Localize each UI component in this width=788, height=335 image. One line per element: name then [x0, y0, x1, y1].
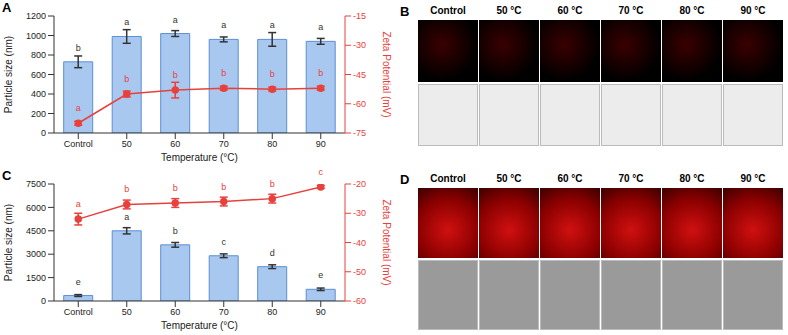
- svg-text:a: a: [124, 212, 129, 222]
- svg-text:1000: 1000: [26, 31, 46, 41]
- svg-text:e: e: [76, 277, 81, 287]
- svg-text:b: b: [124, 184, 129, 194]
- svg-text:90: 90: [316, 139, 326, 149]
- svg-text:d: d: [270, 248, 275, 258]
- svg-text:70: 70: [219, 307, 229, 317]
- svg-text:c: c: [221, 237, 226, 247]
- html-text:50 °C: 50 °C: [496, 173, 522, 184]
- svg-text:Control: Control: [64, 307, 93, 317]
- svg-text:b: b: [173, 226, 178, 236]
- svg-text:Temperature (°C): Temperature (°C): [161, 152, 238, 163]
- svg-text:a: a: [76, 199, 81, 209]
- svg-text:-40: -40: [353, 238, 366, 248]
- svg-text:b: b: [221, 68, 226, 78]
- svg-text:200: 200: [31, 109, 46, 119]
- svg-text:b: b: [76, 43, 81, 53]
- svg-text:-20: -20: [353, 179, 366, 189]
- svg-text:Temperature (°C): Temperature (°C): [161, 320, 238, 331]
- svg-text:Zeta Potential (mV): Zeta Potential (mV): [381, 199, 392, 285]
- html-text:D: D: [400, 172, 410, 187]
- svg-text:-45: -45: [353, 70, 366, 80]
- svg-text:60: 60: [170, 307, 180, 317]
- svg-text:e: e: [318, 270, 323, 280]
- html-text:Control: Control: [430, 5, 466, 16]
- svg-text:a: a: [173, 15, 178, 25]
- svg-text:1200: 1200: [26, 11, 46, 21]
- html-text:Control: Control: [430, 173, 466, 184]
- html-text:60 °C: 60 °C: [557, 173, 583, 184]
- html-text:80 °C: 80 °C: [679, 173, 705, 184]
- svg-text:Control: Control: [64, 139, 93, 149]
- svg-text:-75: -75: [353, 128, 366, 138]
- svg-text:c: c: [319, 168, 324, 177]
- svg-text:50: 50: [122, 307, 132, 317]
- html-text:60 °C: 60 °C: [557, 5, 583, 16]
- svg-text:0: 0: [41, 296, 46, 306]
- html-text:90 °C: 90 °C: [740, 5, 766, 16]
- svg-text:Particle size (nm): Particle size (nm): [3, 36, 14, 113]
- svg-text:-30: -30: [353, 208, 366, 218]
- svg-text:a: a: [318, 22, 323, 32]
- html-text:80 °C: 80 °C: [679, 5, 705, 16]
- html-text:B: B: [400, 4, 410, 19]
- html-text:50 °C: 50 °C: [496, 5, 522, 16]
- svg-text:b: b: [318, 68, 323, 78]
- html-text:A: A: [2, 0, 12, 15]
- svg-text:-30: -30: [353, 40, 366, 50]
- svg-text:Zeta Potential (mV): Zeta Potential (mV): [381, 31, 392, 117]
- svg-text:80: 80: [267, 139, 277, 149]
- svg-text:-15: -15: [353, 11, 366, 21]
- svg-text:6000: 6000: [26, 203, 46, 213]
- svg-text:70: 70: [219, 139, 229, 149]
- svg-text:-60: -60: [353, 99, 366, 109]
- svg-text:-60: -60: [353, 296, 366, 306]
- svg-text:a: a: [124, 17, 129, 27]
- svg-text:90: 90: [316, 307, 326, 317]
- svg-text:1500: 1500: [26, 273, 46, 283]
- html-text:70 °C: 70 °C: [618, 5, 644, 16]
- svg-text:Particle size (nm): Particle size (nm): [3, 204, 14, 281]
- svg-text:600: 600: [31, 70, 46, 80]
- svg-text:b: b: [270, 69, 275, 79]
- svg-text:800: 800: [31, 50, 46, 60]
- svg-text:3000: 3000: [26, 249, 46, 259]
- svg-text:0: 0: [41, 128, 46, 138]
- svg-text:80: 80: [267, 307, 277, 317]
- svg-text:a: a: [221, 20, 226, 30]
- svg-text:b: b: [221, 182, 226, 192]
- svg-text:60: 60: [170, 139, 180, 149]
- svg-text:b: b: [173, 70, 178, 80]
- svg-text:400: 400: [31, 89, 46, 99]
- html-text:90 °C: 90 °C: [740, 173, 766, 184]
- svg-text:a: a: [270, 20, 275, 30]
- html-text:70 °C: 70 °C: [618, 173, 644, 184]
- svg-text:b: b: [124, 74, 129, 84]
- svg-text:7500: 7500: [26, 179, 46, 189]
- html-text:C: C: [2, 168, 12, 183]
- svg-text:a: a: [76, 103, 81, 113]
- svg-text:50: 50: [122, 139, 132, 149]
- svg-text:b: b: [173, 183, 178, 193]
- svg-text:-50: -50: [353, 267, 366, 277]
- svg-text:4500: 4500: [26, 226, 46, 236]
- svg-text:b: b: [270, 179, 275, 189]
